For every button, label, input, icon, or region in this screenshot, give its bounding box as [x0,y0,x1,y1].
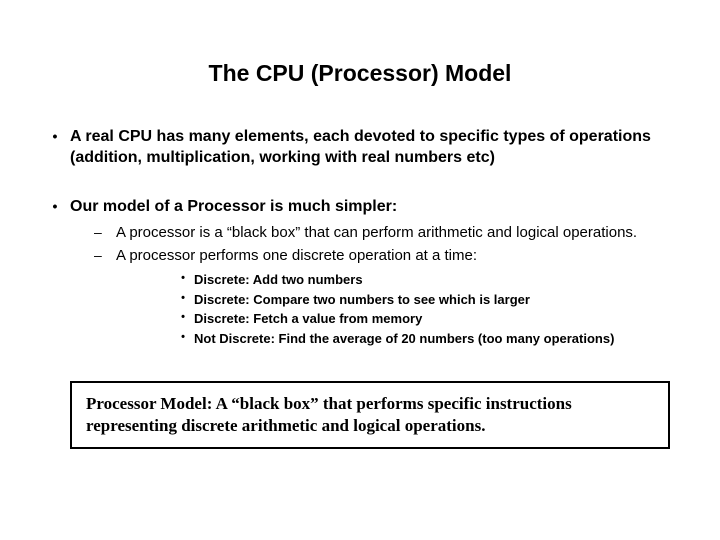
sub-sub-bullet-text: Discrete: Compare two numbers to see whi… [194,291,680,309]
sub-sub-bullet-text: Discrete: Add two numbers [194,271,680,289]
bullet-text: Our model of a Processor is much simpler… [70,197,680,353]
sub-sub-bullet-item: • Not Discrete: Find the average of 20 n… [172,330,680,348]
dot-mark: • [172,310,194,328]
sub-sub-bullet-text: Not Discrete: Find the average of 20 num… [194,330,680,348]
bullet-text: A real CPU has many elements, each devot… [70,127,680,169]
sub-sub-bullet-item: • Discrete: Compare two numbers to see w… [172,291,680,309]
sub-bullet-text: A processor performs one discrete operat… [116,246,680,350]
dot-mark: • [172,330,194,348]
bullet-mark: • [40,127,70,169]
dot-mark: • [172,271,194,289]
callout-box: Processor Model: A “black box” that perf… [70,381,670,449]
sub-bullet-text: A processor is a “black box” that can pe… [116,223,680,243]
sub-bullet-item: – A processor performs one discrete oper… [94,246,680,350]
dot-mark: • [172,291,194,309]
sub-bullet-item: – A processor is a “black box” that can … [94,223,680,243]
bullet-item: • A real CPU has many elements, each dev… [40,127,680,169]
bullet-mark: • [40,197,70,353]
sub-list: – A processor is a “black box” that can … [70,223,680,349]
slide-title: The CPU (Processor) Model [40,60,680,87]
sub-bullet-text-inner: A processor performs one discrete operat… [116,247,477,264]
bullet-item: • Our model of a Processor is much simpl… [40,197,680,353]
dash-mark: – [94,246,116,350]
sub-sub-list: • Discrete: Add two numbers • Discrete: … [116,271,680,347]
sub-sub-bullet-item: • Discrete: Add two numbers [172,271,680,289]
bullet-text-inner: Our model of a Processor is much simpler… [70,198,397,215]
sub-sub-bullet-text: Discrete: Fetch a value from memory [194,310,680,328]
dash-mark: – [94,223,116,243]
sub-sub-bullet-item: • Discrete: Fetch a value from memory [172,310,680,328]
